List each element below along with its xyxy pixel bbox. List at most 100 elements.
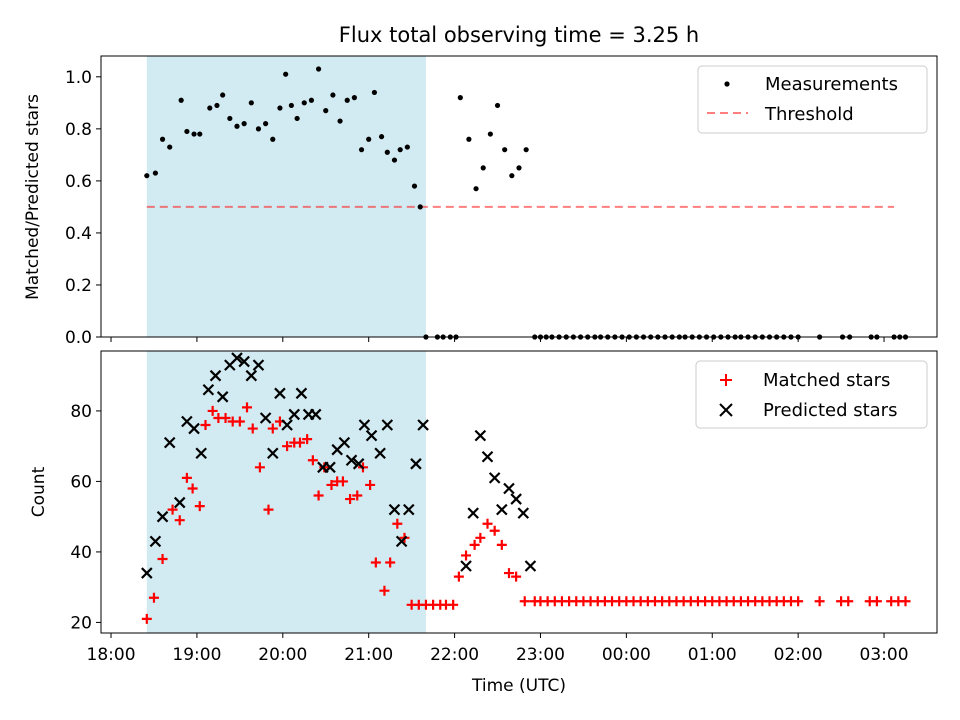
top-axes-frame	[100, 55, 938, 338]
matched-star-point	[511, 571, 522, 582]
measurement-point	[344, 97, 350, 103]
top-y-tick-label: 1.0	[65, 68, 92, 88]
bottom-y-tick-label: 40	[70, 543, 92, 563]
matched-star-point	[247, 423, 258, 434]
predicted-star-point	[195, 447, 207, 460]
top-y-tick-label: 0.4	[65, 224, 92, 244]
predicted-star-point	[402, 503, 415, 516]
predicted-star-point	[141, 567, 153, 579]
bottom-y-axis: 20 40 60 80	[70, 402, 101, 633]
measurement-point	[167, 144, 173, 150]
top-y-tick-label: 0.6	[65, 172, 92, 192]
matched-star-point	[282, 441, 293, 452]
predicted-star-point	[324, 461, 336, 474]
measurement-point	[516, 165, 522, 171]
predicted-star-point	[149, 535, 162, 548]
bottom-y-axis-label: Count	[29, 466, 49, 517]
predicted-star-point	[417, 419, 429, 431]
matched-star-point	[448, 599, 459, 610]
matched-star-point	[263, 504, 274, 515]
predicted-star-point	[259, 412, 272, 424]
bottom-panel: 20 40 60 80 18:00 19:00 20:00 21:00 22:00 23:00 0…	[29, 350, 938, 696]
predicted-star-point	[496, 503, 508, 516]
matched-star-point	[187, 483, 198, 494]
measurement-point	[152, 170, 158, 176]
measurement-point	[337, 118, 343, 124]
matched-star-point	[482, 518, 493, 529]
measurement-point	[358, 147, 365, 153]
matched-star-point	[461, 550, 472, 561]
measurement-point	[159, 136, 166, 142]
legend-threshold-label: Threshold	[764, 104, 854, 125]
predicted-star-point	[252, 359, 265, 371]
matched-star-point	[267, 423, 278, 434]
measurement-point	[263, 121, 269, 127]
bottom-legend-box	[695, 360, 928, 429]
predicted-star-point	[345, 454, 358, 467]
matched-star-point	[345, 494, 356, 505]
predicted-star-point	[395, 535, 408, 548]
matched-star-point	[385, 557, 396, 568]
measurement-point	[371, 89, 378, 96]
predicted-star-point	[510, 493, 522, 505]
measurement-point	[220, 92, 226, 98]
predicted-star-point	[517, 507, 530, 519]
x-tick-label: 02:00	[774, 645, 823, 665]
predicted-star-point	[173, 496, 186, 509]
measurement-point	[466, 136, 472, 142]
top-legend: Measurements Threshold	[697, 65, 928, 134]
measurement-point	[184, 128, 190, 135]
matched-star-point	[326, 479, 337, 490]
bottom-y-tick-label: 60	[70, 472, 92, 492]
predicted-star-point	[358, 419, 371, 431]
predicted-star-point	[188, 422, 200, 435]
bottom-y-tick-label: 20	[70, 613, 92, 633]
predicted-star-point	[245, 369, 258, 382]
bottom-axes-frame	[100, 350, 938, 634]
x-tick-label: 03:00	[860, 645, 909, 665]
predicted-star-point	[410, 458, 422, 470]
matched-star-point	[141, 613, 152, 624]
matched-star-point	[234, 416, 245, 427]
predicted-star-point	[460, 560, 472, 572]
matched-star-point	[453, 571, 464, 582]
measurement-point	[502, 147, 508, 153]
x-tick-label: 20:00	[258, 645, 307, 665]
matched-star-point	[379, 585, 390, 596]
matched-star-point	[157, 553, 168, 564]
matched-star-point	[900, 596, 911, 607]
matched-star-point	[519, 596, 530, 607]
matched-star-point	[242, 402, 253, 413]
matched-star-point	[496, 539, 507, 550]
measurement-point	[487, 131, 493, 137]
x-tick-label: 22:00	[430, 645, 479, 665]
measurement-point	[523, 147, 529, 153]
measurement-point	[315, 66, 322, 72]
predicted-star-point	[216, 391, 229, 403]
matched-star-point	[302, 434, 313, 445]
measurement-point	[283, 71, 289, 77]
bottom-legend: Matched stars Predicted stars	[695, 360, 928, 429]
legend-predicted-marker	[719, 403, 733, 417]
measurement-point	[351, 95, 357, 101]
matched-star-point	[307, 455, 318, 466]
predicted-star-point	[381, 419, 394, 431]
top-y-axis: 0.0 0.2 0.4 0.6 0.8 1.0	[65, 68, 101, 348]
predicted-star-point	[524, 560, 537, 572]
measurement-point	[323, 108, 329, 114]
top-panel: 0.0 0.2 0.4 0.6 0.8 1.0 Matched/Predicted sta…	[23, 55, 938, 348]
measurement-point	[197, 131, 203, 137]
measurement-point	[411, 183, 418, 189]
matched-star-point	[148, 592, 159, 603]
measurement-point	[241, 121, 247, 127]
matched-star-point	[181, 472, 192, 483]
matched-star-point	[220, 412, 231, 423]
predicted-star-point	[288, 408, 301, 421]
legend-predicted-label: Predicted stars	[763, 400, 897, 421]
matched-star-point	[392, 518, 403, 529]
top-y-tick-label: 0.0	[65, 328, 92, 348]
predicted-star-point	[238, 355, 250, 368]
measurement-point	[191, 131, 197, 137]
measurement-point	[397, 147, 403, 153]
